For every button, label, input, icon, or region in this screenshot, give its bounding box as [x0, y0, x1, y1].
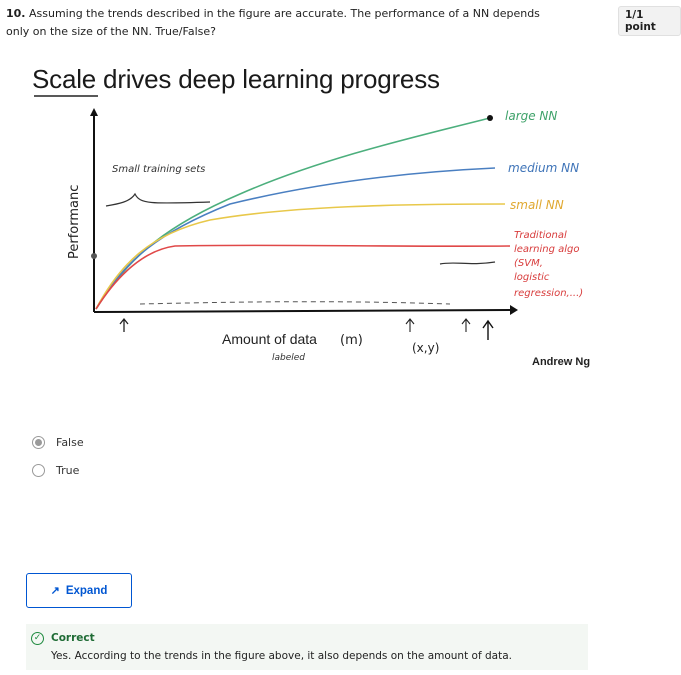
label-trad-5: regression,...)	[514, 288, 583, 299]
question-number: 10.	[6, 7, 26, 20]
series-small-nn	[95, 203, 506, 310]
feedback-panel: ✓ Correct Yes. According to the trends i…	[26, 624, 588, 670]
label-small-nn: small NN	[510, 198, 564, 212]
option-false-label: False	[56, 435, 84, 449]
series-traditional	[95, 244, 511, 310]
series-medium-nn	[95, 167, 496, 310]
feedback-title: Correct	[51, 632, 95, 644]
expand-arrow-icon: ↗	[50, 585, 60, 597]
option-true-label: True	[56, 463, 80, 477]
check-circle-icon: ✓	[31, 632, 44, 645]
figure-title: Scale drives deep learning progress	[32, 64, 440, 94]
label-trad-1: Traditional	[514, 230, 567, 241]
xy-note: (x,y)	[412, 341, 439, 355]
question-body: Assuming the trends described in the fig…	[6, 7, 540, 38]
x-axis-note: labeled	[272, 353, 305, 363]
expand-label: Expand	[65, 584, 108, 597]
label-trad-3: (SVM,	[514, 258, 543, 269]
x-axis-var: (m)	[340, 333, 363, 348]
answer-options: False True	[32, 428, 84, 484]
series-large-nn	[95, 117, 491, 310]
scale-figure: Scale drives deep learning progress larg…	[0, 54, 681, 384]
small-sets-note: Small training sets	[112, 164, 205, 175]
radio-unselected-icon[interactable]	[32, 463, 45, 477]
option-false[interactable]: False	[32, 428, 84, 456]
points-badge: 1/1 point	[618, 6, 681, 36]
credit-label: Andrew Ng	[532, 356, 590, 368]
option-true[interactable]: True	[32, 456, 84, 484]
label-medium-nn: medium NN	[508, 161, 579, 175]
feedback-text: Yes. According to the trends in the figu…	[51, 650, 512, 662]
question-text: 10. Assuming the trends described in the…	[6, 5, 566, 41]
label-trad-2: learning algo	[514, 244, 580, 255]
figure-svg: large NN medium NN small NN Traditional …	[34, 95, 590, 368]
expand-button[interactable]: ↗ Expand	[26, 573, 132, 608]
label-trad-4: logistic	[514, 272, 550, 283]
y-axis-label: Performanc	[67, 185, 82, 259]
x-axis	[93, 309, 513, 313]
label-large-nn: large NN	[505, 109, 557, 123]
x-axis-label: Amount of data	[222, 331, 317, 347]
radio-selected-icon[interactable]	[32, 435, 45, 449]
